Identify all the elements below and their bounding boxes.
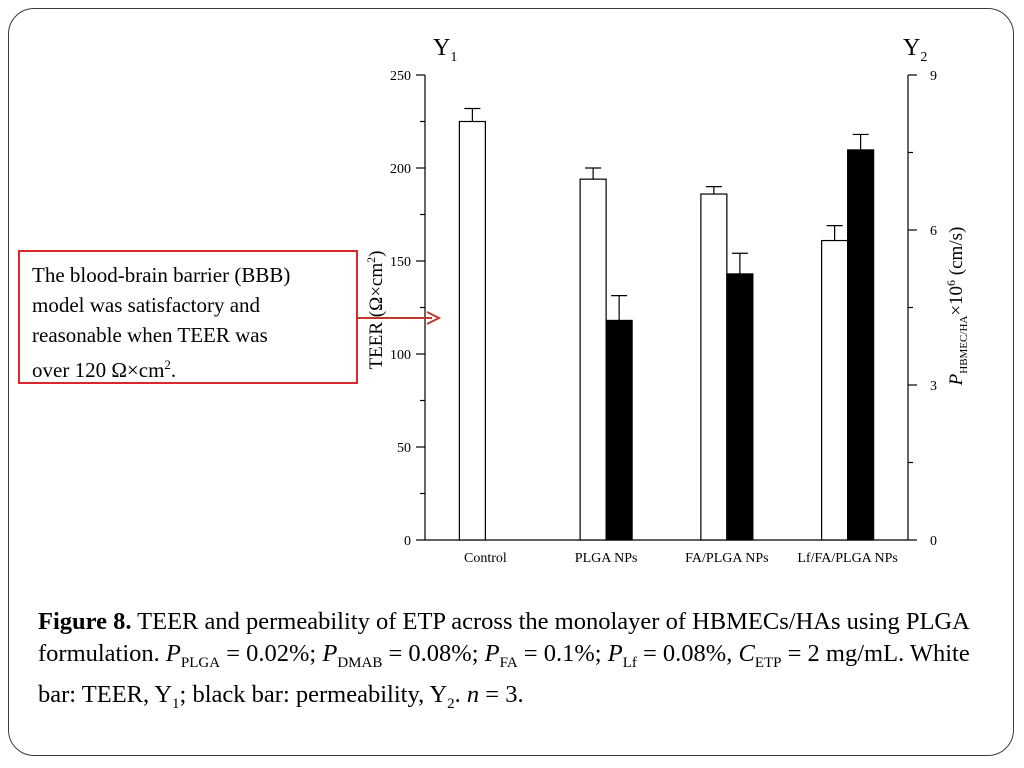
figure-label: Figure 8. xyxy=(38,608,132,635)
y2-tick-label: 6 xyxy=(930,224,937,239)
teer-bar xyxy=(700,193,728,541)
callout-line: The blood-brain barrier (BBB) xyxy=(32,263,291,287)
x-tick-label: PLGA NPs xyxy=(575,551,638,566)
y1-tick-label: 100 xyxy=(390,348,411,363)
bar-chart: Y1 Y2 TEER (Ω×cm2) PHBMEC/HA×106 (cm/s) … xyxy=(358,35,970,566)
y1-tick-label: 150 xyxy=(390,255,411,270)
teer-bar xyxy=(579,178,607,541)
callout-line: over 120 Ω×cm2. xyxy=(32,357,177,382)
permeability-bar xyxy=(847,149,875,541)
callout-line: reasonable when TEER was xyxy=(32,323,268,347)
y2-axis-label: Y2 xyxy=(903,35,927,65)
y2-tick-label: 9 xyxy=(930,69,937,84)
x-tick-label: Lf/FA/PLGA NPs xyxy=(797,551,897,566)
permeability-bar xyxy=(605,319,633,541)
y1-axis-label: Y1 xyxy=(433,35,457,65)
y1-tick-label: 250 xyxy=(390,69,411,84)
teer-threshold-callout: The blood-brain barrier (BBB) model was … xyxy=(18,250,358,384)
y1-tick-label: 0 xyxy=(404,534,411,549)
y1-axis-title: TEER (Ω×cm2) xyxy=(364,251,387,370)
slide-frame xyxy=(8,8,1014,756)
y1-tick-label: 50 xyxy=(397,441,411,456)
y1-tick-label: 200 xyxy=(390,162,411,177)
y2-tick-label: 3 xyxy=(930,379,937,394)
callout-arrow-head xyxy=(426,311,442,325)
teer-bar xyxy=(821,239,849,541)
figure-caption: Figure 8. TEER and permeability of ETP a… xyxy=(38,608,970,712)
y2-axis-title: PHBMEC/HA×106 (cm/s) xyxy=(944,227,970,387)
permeability-bar xyxy=(726,273,754,541)
x-tick-label: Control xyxy=(464,551,507,566)
teer-bar xyxy=(458,120,486,541)
chart-marks: 0 50 100 150 200 250 0 3 6 9 Control PLGA NPs FA/PLG… xyxy=(358,69,937,566)
x-tick-label: FA/PLGA NPs xyxy=(685,551,768,566)
callout-line: model was satisfactory and xyxy=(32,293,261,317)
y2-tick-label: 0 xyxy=(930,534,937,549)
